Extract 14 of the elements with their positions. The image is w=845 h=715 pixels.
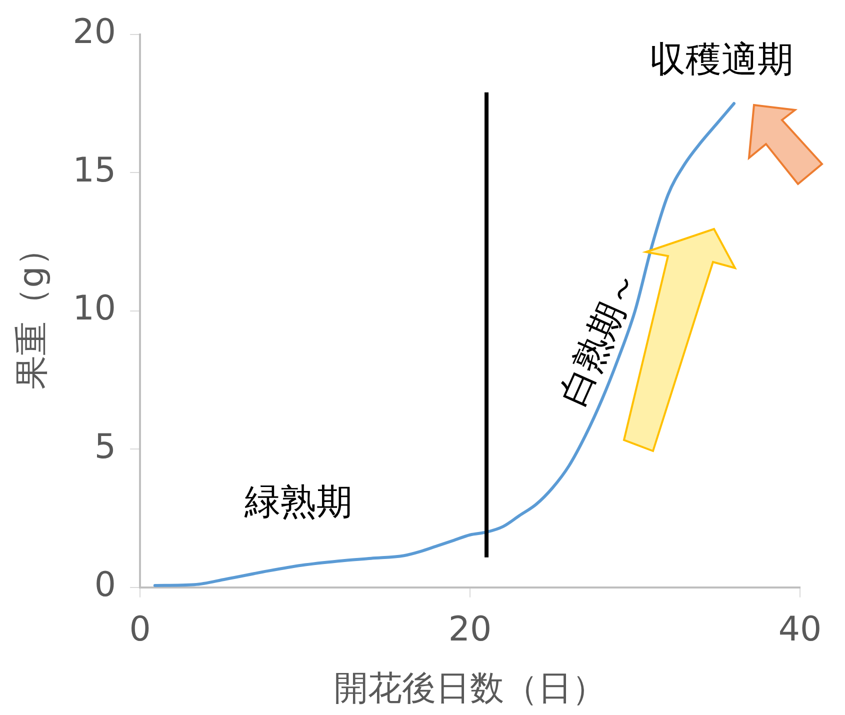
x-tick-label: 20 [448,610,492,650]
y-tick-label: 15 [72,150,116,190]
y-axis-title: 果重（g） [12,232,52,390]
x-axis-title: 開花後日数（日） [334,668,606,708]
x-tick-label: 0 [129,610,151,650]
line-series [153,102,736,587]
y-tick-label: 10 [72,288,116,329]
annotation: 白熟期～ [552,264,648,412]
y-tick-label: 20 [72,12,116,52]
annotation: 収穫適期 [649,39,794,80]
y-tick-label: 5 [94,426,116,467]
x-tick-label: 40 [778,610,822,650]
y-tick-label: 0 [94,565,116,606]
annotation: 緑熟期 [243,482,352,523]
